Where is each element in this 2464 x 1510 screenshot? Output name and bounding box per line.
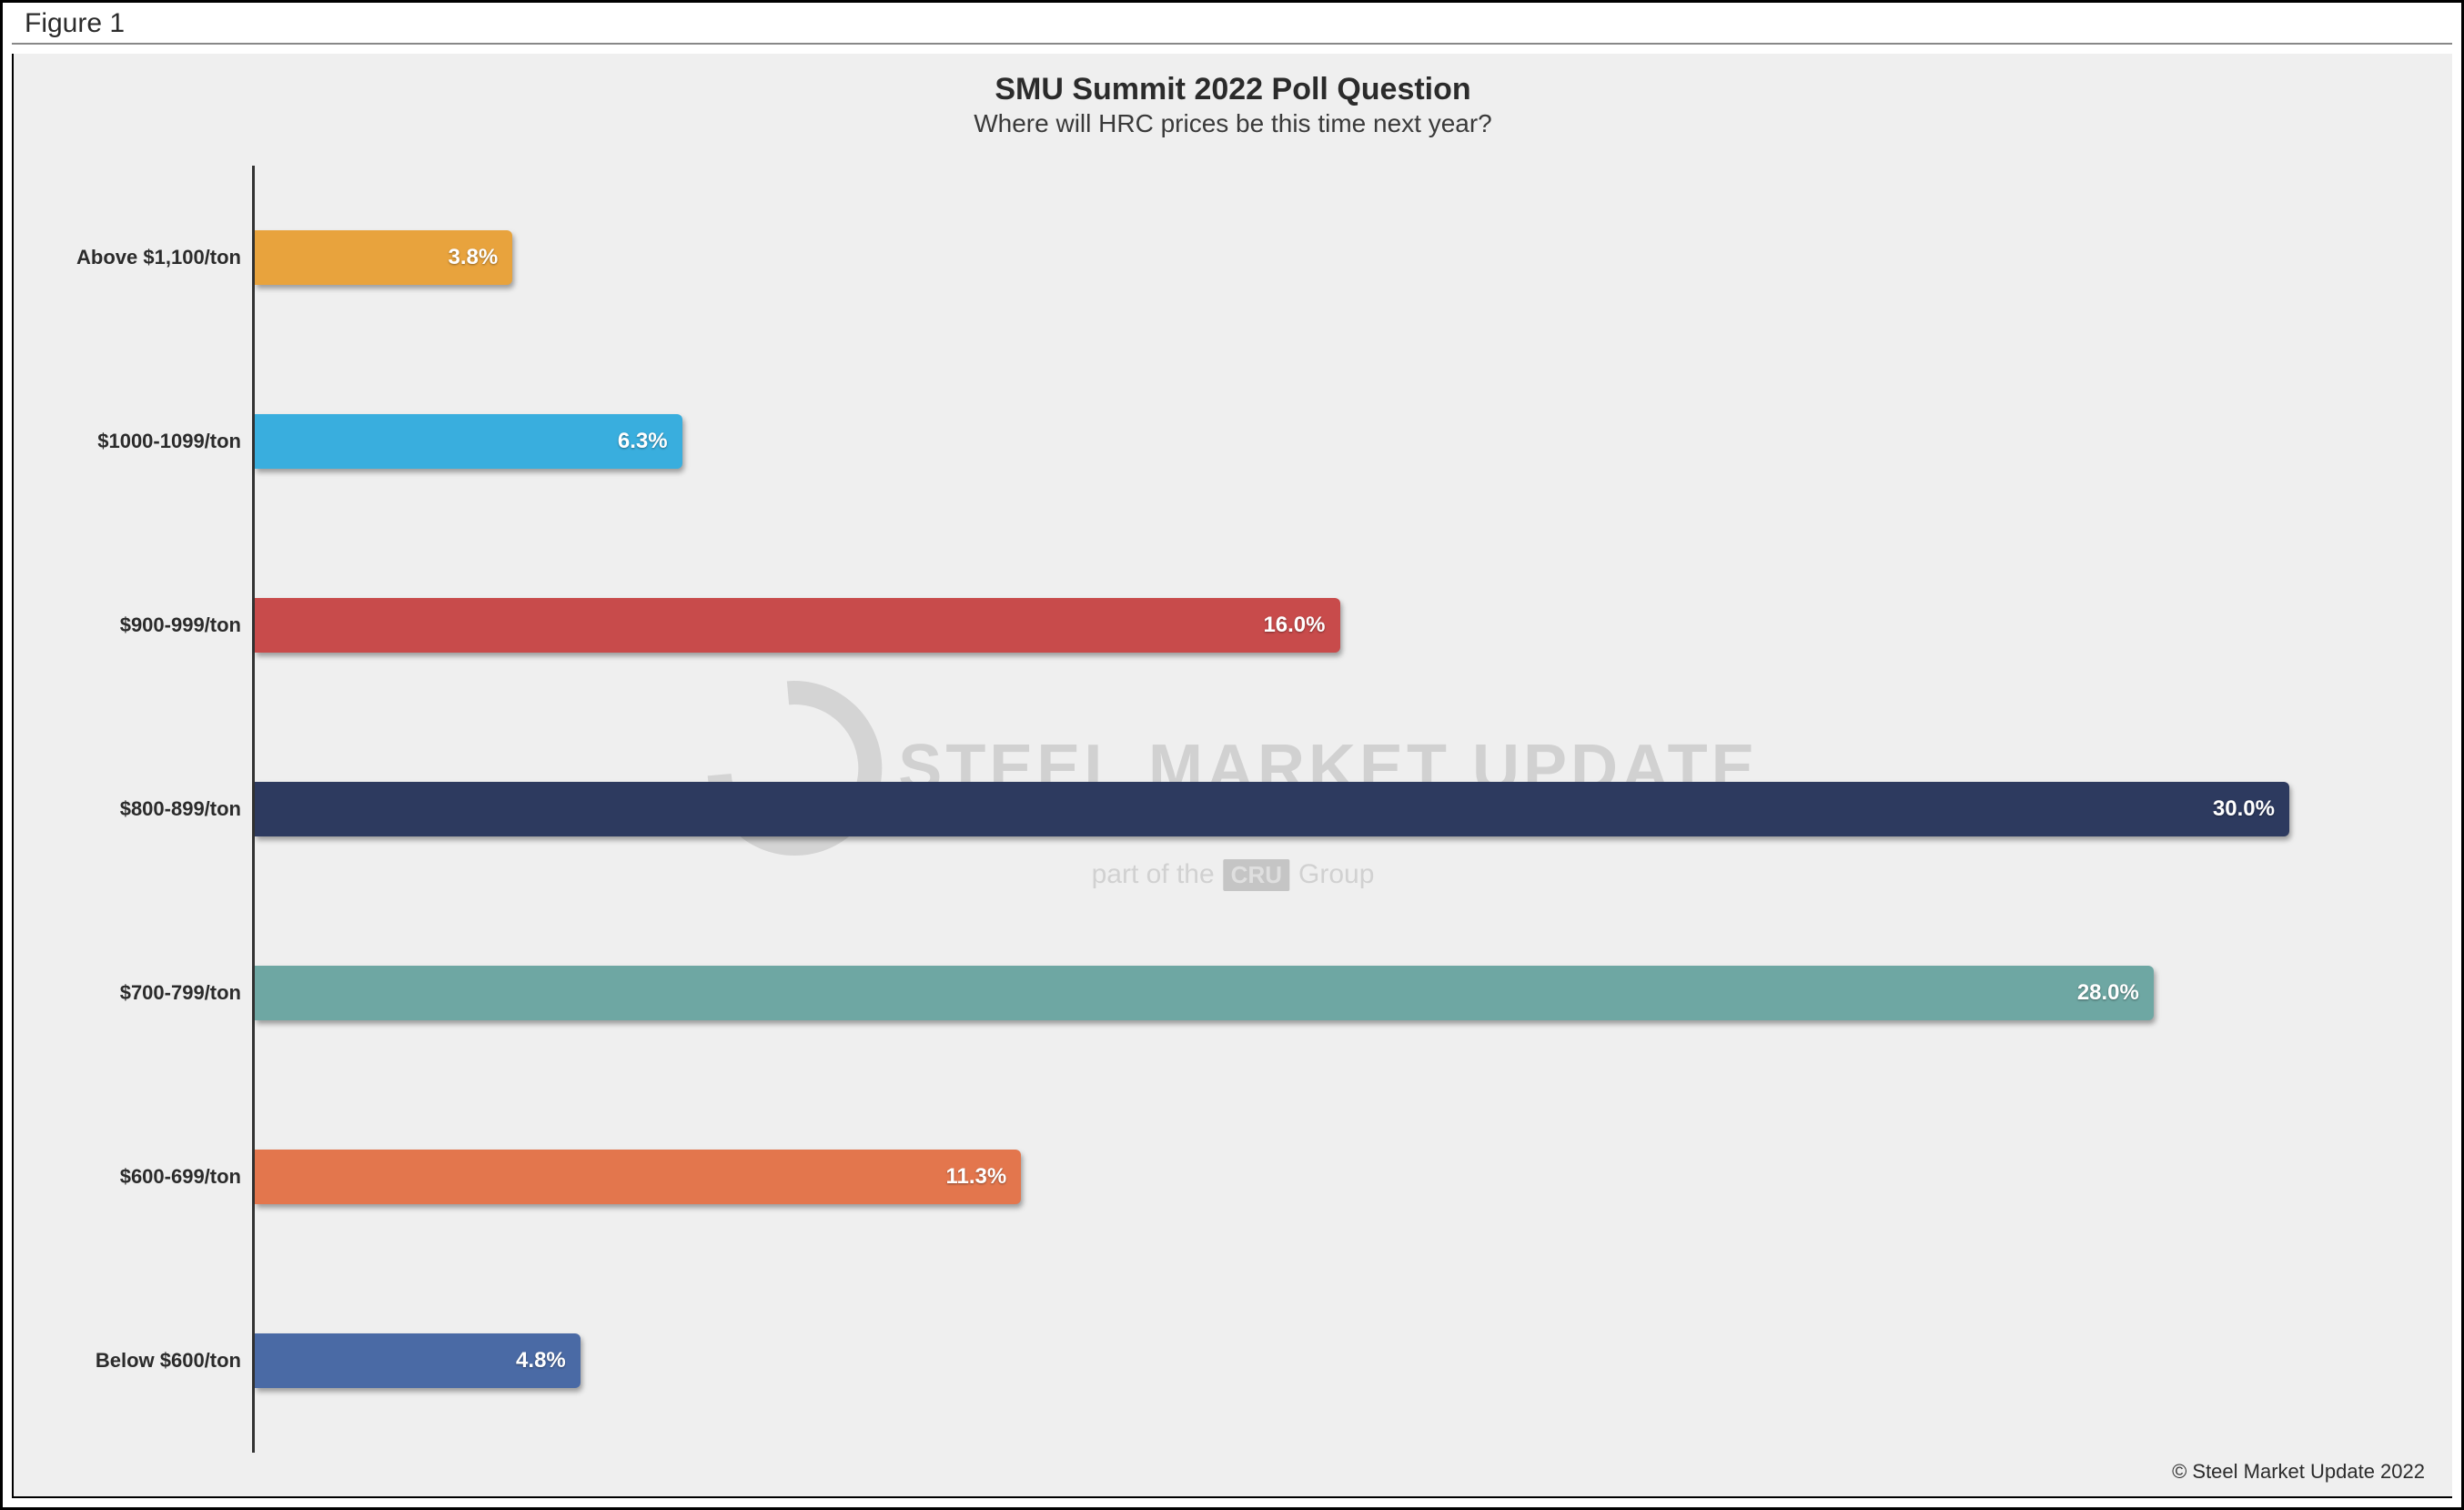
title-block: SMU Summit 2022 Poll Question Where will… <box>41 72 2425 138</box>
bar-value-label: 30.0% <box>2213 796 2275 822</box>
bar-row: 11.3% <box>255 1150 2425 1204</box>
bar-value-label: 16.0% <box>1263 613 1325 638</box>
category-label: Above $1,100/ton <box>41 246 241 269</box>
category-label: Below $600/ton <box>41 1349 241 1373</box>
bar-row: 30.0% <box>255 782 2425 836</box>
bar: 30.0% <box>255 782 2289 836</box>
bar-value-label: 11.3% <box>945 1164 1006 1190</box>
bar: 11.3% <box>255 1150 1021 1204</box>
chart-area: Above $1,100/ton $1000-1099/ton $900-999/t… <box>41 166 2425 1453</box>
bar-value-label: 28.0% <box>2077 980 2139 1006</box>
plot-area: STEEL MARKET UPDATE part of the CRU Grou… <box>12 54 2452 1498</box>
bar: 6.3% <box>255 414 682 469</box>
bar-value-label: 4.8% <box>516 1348 566 1373</box>
chart-title: SMU Summit 2022 Poll Question <box>41 72 2425 107</box>
bars-column: 3.8% 6.3% 16.0% 30.0% 28.0% 11.3% 4.8% <box>252 166 2425 1453</box>
figure-label: Figure 1 <box>12 3 2452 45</box>
bar-row: 3.8% <box>255 230 2425 285</box>
bar-row: 16.0% <box>255 598 2425 653</box>
category-label: $1000-1099/ton <box>41 430 241 453</box>
bar-value-label: 6.3% <box>618 429 668 454</box>
figure-frame: Figure 1 STEEL MARKET UPDATE part of the… <box>0 0 2464 1510</box>
bar: 28.0% <box>255 966 2154 1020</box>
y-axis-labels: Above $1,100/ton $1000-1099/ton $900-999/t… <box>41 166 252 1453</box>
chart-subtitle: Where will HRC prices be this time next … <box>41 109 2425 138</box>
bar-row: 28.0% <box>255 966 2425 1020</box>
bar-value-label: 3.8% <box>449 245 499 270</box>
bar: 16.0% <box>255 598 1340 653</box>
category-label: $800-899/ton <box>41 797 241 821</box>
bar-row: 4.8% <box>255 1333 2425 1388</box>
bar-row: 6.3% <box>255 414 2425 469</box>
category-label: $900-999/ton <box>41 613 241 637</box>
bar: 3.8% <box>255 230 512 285</box>
category-label: $600-699/ton <box>41 1165 241 1189</box>
category-label: $700-799/ton <box>41 981 241 1005</box>
bar: 4.8% <box>255 1333 581 1388</box>
copyright-text: © Steel Market Update 2022 <box>41 1460 2425 1484</box>
